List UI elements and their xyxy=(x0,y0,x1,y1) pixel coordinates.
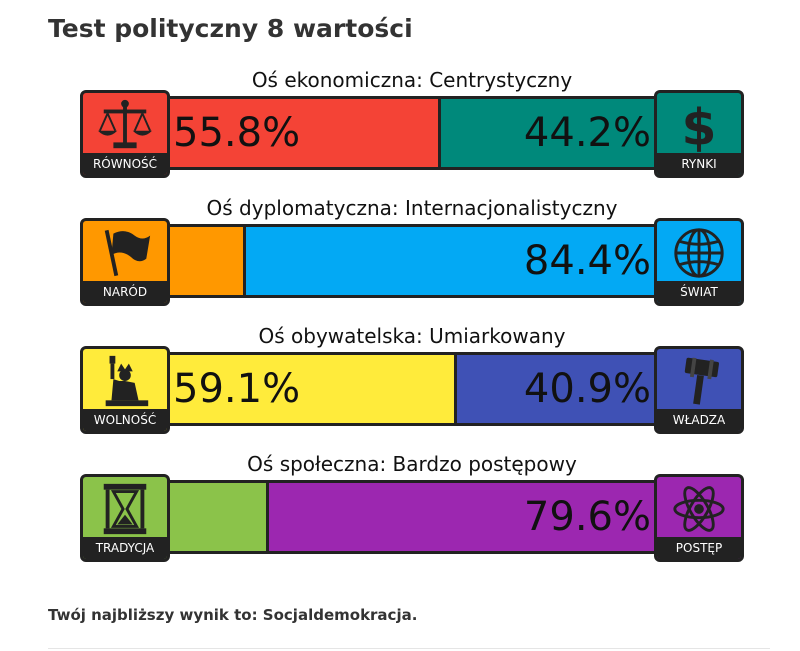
score-bar-markets: 44.2% xyxy=(441,99,655,167)
score-value-progress: 79.6% xyxy=(523,494,651,540)
axis-track: 59.1% 40.9% xyxy=(166,352,658,426)
axis-bar-societal: 79.6% TRADYCJA POSTĘP xyxy=(80,474,744,562)
atom-icon xyxy=(673,486,725,532)
icon-box-markets: $ RYNKI xyxy=(654,90,744,178)
score-value-markets: 44.2% xyxy=(523,110,651,156)
icon-caption-world: ŚWIAT xyxy=(657,281,741,303)
axis-track: 84.4% xyxy=(166,224,658,298)
score-value-liberty: 59.1% xyxy=(173,366,301,412)
icon-box-world: ŚWIAT xyxy=(654,218,744,306)
score-value-world: 84.4% xyxy=(523,238,651,284)
gavel-icon xyxy=(684,357,719,405)
scales-icon xyxy=(97,99,153,149)
page-title: Test polityczny 8 wartości xyxy=(48,14,413,43)
score-bar-tradition xyxy=(169,483,266,551)
icon-box-liberty: WOLNOŚĆ xyxy=(80,346,170,434)
score-bar-progress: 79.6% xyxy=(269,483,655,551)
axis-label-civil: Oś obywatelska: Umiarkowany xyxy=(258,324,566,348)
icon-box-nation: NARÓD xyxy=(80,218,170,306)
icon-caption-progress: POSTĘP xyxy=(657,537,741,559)
hourglass-icon xyxy=(103,483,147,535)
score-value-authority: 40.9% xyxy=(523,366,651,412)
statue-of-liberty-icon xyxy=(105,355,149,407)
icon-caption-nation: NARÓD xyxy=(83,281,167,303)
axis-bar-civil: 59.1% 40.9% WOLNOŚĆ WŁADZA xyxy=(80,346,744,434)
axis-track: 55.8% 44.2% xyxy=(166,96,658,170)
svg-text:$: $ xyxy=(682,97,717,153)
icon-caption-liberty: WOLNOŚĆ xyxy=(83,409,167,431)
score-bar-nation xyxy=(169,227,243,295)
icon-box-progress: POSTĘP xyxy=(654,474,744,562)
axis-track: 79.6% xyxy=(166,480,658,554)
globe-icon xyxy=(674,228,724,278)
axis-label-societal: Oś społeczna: Bardzo postępowy xyxy=(247,452,577,476)
icon-box-authority: WŁADZA xyxy=(654,346,744,434)
icon-caption-markets: RYNKI xyxy=(657,153,741,175)
score-bar-liberty: 59.1% xyxy=(169,355,454,423)
score-bar-world: 84.4% xyxy=(246,227,655,295)
axis-bar-economic: 55.8% 44.2% RÓWNOŚĆ $ RYNKI xyxy=(80,90,744,178)
icon-caption-authority: WŁADZA xyxy=(657,409,741,431)
icon-caption-tradition: TRADYCJA xyxy=(83,537,167,559)
axis-bar-diplomatic: 84.4% NARÓD ŚWIAT xyxy=(80,218,744,306)
closest-result-text: Twój najbliższy wynik to: Socjaldemokrac… xyxy=(48,606,418,624)
divider xyxy=(48,648,770,649)
dollar-icon: $ xyxy=(682,97,717,153)
score-value-equality: 55.8% xyxy=(173,110,301,156)
axis-label-diplomatic: Oś dyplomatyczna: Internacjonalistyczny xyxy=(206,196,618,220)
axis-label-economic: Oś ekonomiczna: Centrystyczny xyxy=(251,68,573,92)
icon-caption-equality: RÓWNOŚĆ xyxy=(83,153,167,175)
score-bar-authority: 40.9% xyxy=(457,355,655,423)
icon-box-equality: RÓWNOŚĆ xyxy=(80,90,170,178)
icon-box-tradition: TRADYCJA xyxy=(80,474,170,562)
flag-icon xyxy=(104,229,151,277)
score-bar-equality: 55.8% xyxy=(169,99,438,167)
